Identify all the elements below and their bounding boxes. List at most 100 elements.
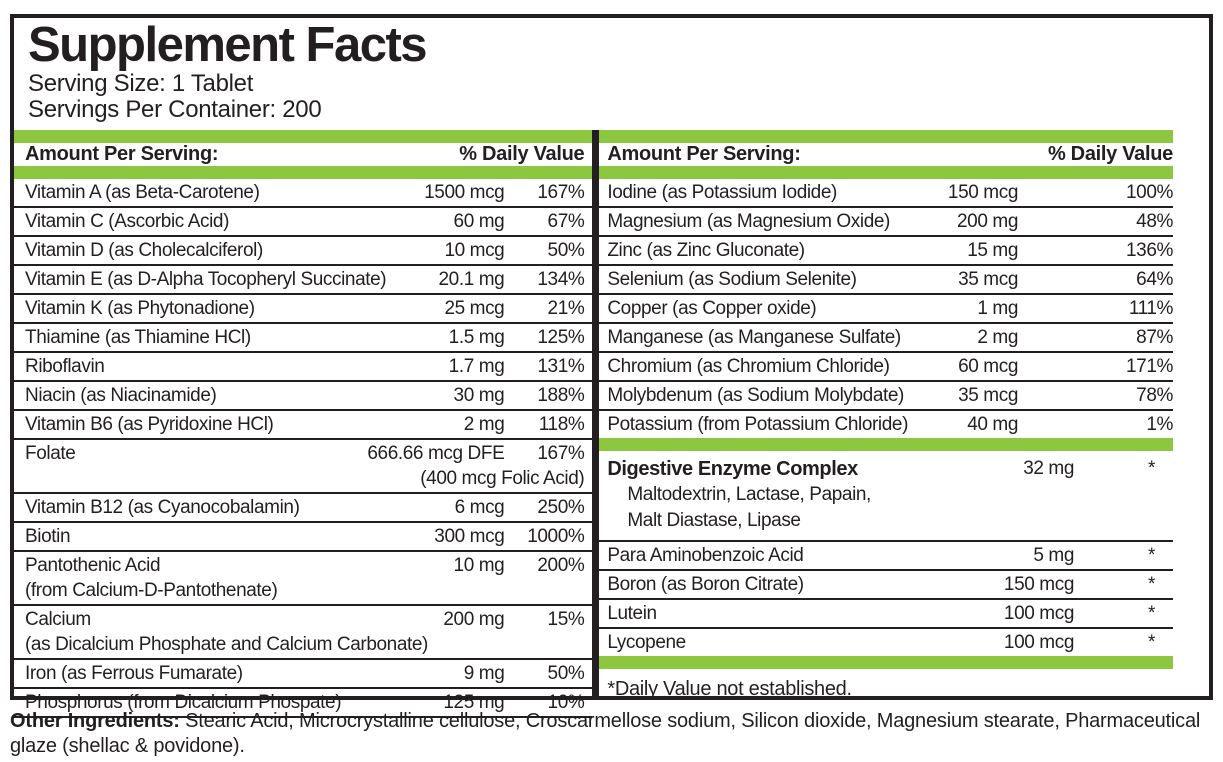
complex-amount: 32 mg bbox=[1023, 457, 1074, 479]
nutrient-daily-value: 78% bbox=[1136, 384, 1173, 406]
nutrient-name: Vitamin B12 (as Cyanocobalamin) bbox=[25, 496, 300, 518]
nutrient-name: Niacin (as Niacinamide) bbox=[25, 384, 217, 406]
nutrient-row: Riboflavin 1.7 mg 131% bbox=[14, 353, 593, 382]
nutrient-amount: 200 mg bbox=[957, 210, 1018, 232]
nutrient-row: Vitamin D (as Cholecalciferol) 10 mcg 50% bbox=[14, 237, 593, 266]
column-divider bbox=[592, 129, 600, 696]
nutrient-note: (from Calcium-D-Pantothenate) bbox=[25, 579, 278, 601]
nutrient-daily-value: 136% bbox=[1126, 239, 1173, 261]
nutrient-amount: 666.66 mcg DFE bbox=[367, 442, 505, 464]
nutrient-amount: 60 mcg bbox=[958, 355, 1018, 377]
nutrient-amount: 1500 mcg bbox=[424, 181, 505, 203]
complex-ingredients-line: Maltodextrin, Lactase, Papain, bbox=[627, 483, 871, 505]
nutrient-amount: 2 mg bbox=[977, 326, 1018, 348]
nutrient-name: Copper (as Copper oxide) bbox=[607, 297, 817, 319]
nutrient-daily-value: 64% bbox=[1136, 268, 1173, 290]
daily-value-header: % Daily Value bbox=[459, 142, 585, 165]
nutrient-daily-value: 167% bbox=[537, 181, 585, 203]
nutrient-row: Lycopene 100 mcg * bbox=[599, 629, 1173, 656]
nutrient-name: Magnesium (as Magnesium Oxide) bbox=[607, 210, 890, 232]
nutrient-name: Vitamin D (as Cholecalciferol) bbox=[25, 239, 263, 261]
nutrient-name: Phosphorus (from Dicalcium Phospate) bbox=[25, 691, 342, 713]
nutrient-name: Thiamine (as Thiamine HCl) bbox=[25, 326, 251, 348]
nutrient-amount: 20.1 mg bbox=[438, 268, 505, 290]
nutrient-daily-value: * bbox=[1148, 602, 1155, 624]
nutrient-name: Vitamin K (as Phytonadione) bbox=[25, 297, 255, 319]
nutrient-amount: 200 mg bbox=[443, 608, 505, 630]
nutrient-row: Manganese (as Manganese Sulfate) 2 mg 87% bbox=[599, 324, 1173, 353]
nutrient-row: Copper (as Copper oxide) 1 mg 111% bbox=[599, 295, 1173, 324]
serving-size: Serving Size: 1 Tablet bbox=[28, 69, 254, 97]
nutrient-name: Vitamin E (as D-Alpha Tocopheryl Succina… bbox=[25, 268, 387, 290]
nutrient-row: Vitamin B12 (as Cyanocobalamin) 6 mcg 250% bbox=[14, 494, 593, 523]
nutrient-name: Biotin bbox=[25, 525, 71, 547]
nutrient-daily-value: 250% bbox=[537, 496, 585, 518]
nutrient-daily-value: 15% bbox=[547, 608, 585, 630]
nutrient-daily-value: 67% bbox=[547, 210, 585, 232]
nutrient-name: Vitamin B6 (as Pyridoxine HCl) bbox=[25, 413, 274, 435]
nutrient-name: Selenium (as Sodium Selenite) bbox=[607, 268, 857, 290]
left-column: Amount Per Serving: % Daily Value Vitami… bbox=[14, 129, 593, 718]
nutrient-amount: 100 mcg bbox=[1003, 631, 1074, 653]
nutrient-amount: 5 mg bbox=[1033, 544, 1074, 566]
nutrient-amount: 40 mg bbox=[967, 413, 1018, 435]
nutrient-daily-value: * bbox=[1148, 544, 1155, 566]
nutrient-row: Phosphorus (from Dicalcium Phospate) 125 … bbox=[14, 689, 593, 718]
nutrient-name: Lutein bbox=[607, 602, 657, 624]
nutrient-name: Vitamin A (as Beta-Carotene) bbox=[25, 181, 260, 203]
nutrient-daily-value: * bbox=[1148, 631, 1155, 653]
nutrient-amount: 25 mcg bbox=[444, 297, 505, 319]
right-column: Amount Per Serving: % Daily Value Iodine… bbox=[599, 129, 1209, 700]
nutrient-row: Calcium 200 mg 15% (as Dicalcium Phosphate … bbox=[14, 606, 593, 660]
green-divider-bar bbox=[14, 165, 593, 179]
nutrient-amount: 9 mg bbox=[463, 662, 505, 684]
nutrient-row: Pantothenic Acid 10 mg 200% (from Calcium-D… bbox=[14, 552, 593, 606]
nutrient-row: Thiamine (as Thiamine HCl) 1.5 mg 125% bbox=[14, 324, 593, 353]
green-divider-bar bbox=[599, 129, 1173, 143]
digestive-enzyme-complex: Digestive Enzyme Complex 32 mg * Maltode… bbox=[599, 451, 1173, 542]
nutrient-note: (as Dicalcium Phosphate and Calcium Carb… bbox=[25, 633, 428, 655]
nutrient-name: Potassium (from Potassium Chloride) bbox=[607, 413, 908, 435]
other-ingredients-text: Stearic Acid, Microcrystalline cellulose… bbox=[10, 710, 1201, 757]
nutrient-name: Para Aminobenzoic Acid bbox=[607, 544, 804, 566]
green-divider-bar bbox=[599, 165, 1173, 179]
nutrient-amount: 1 mg bbox=[977, 297, 1018, 319]
nutrient-name: Chromium (as Chromium Chloride) bbox=[607, 355, 890, 377]
nutrient-amount: 125 mg bbox=[443, 691, 505, 713]
nutrient-amount: 6 mcg bbox=[454, 496, 505, 518]
right-column-header: Amount Per Serving: % Daily Value bbox=[599, 143, 1173, 166]
nutrient-row: Vitamin A (as Beta-Carotene) 1500 mcg 167% bbox=[14, 179, 593, 208]
green-divider-bar bbox=[599, 655, 1173, 669]
daily-value-footnote: *Daily Value not established. bbox=[607, 677, 852, 700]
nutrient-amount: 1.5 mg bbox=[448, 326, 505, 348]
other-ingredients-label: Other Ingredients: bbox=[10, 710, 180, 732]
nutrient-row: Molybdenum (as Sodium Molybdate) 35 mcg 78… bbox=[599, 382, 1173, 411]
nutrient-row: Iron (as Ferrous Fumarate) 9 mg 50% bbox=[14, 660, 593, 689]
nutrient-row: Niacin (as Niacinamide) 30 mg 188% bbox=[14, 382, 593, 411]
nutrient-daily-value: 171% bbox=[1126, 355, 1173, 377]
nutrient-daily-value: 50% bbox=[547, 239, 585, 261]
nutrient-name: Iodine (as Potassium Iodide) bbox=[607, 181, 837, 203]
nutrient-daily-value: 87% bbox=[1136, 326, 1173, 348]
green-divider-bar bbox=[14, 129, 593, 143]
nutrient-amount: 10 mg bbox=[453, 554, 505, 576]
nutrient-name: Pantothenic Acid bbox=[25, 554, 161, 576]
right-nutrient-rows: Iodine (as Potassium Iodide) 150 mcg 100% M… bbox=[599, 179, 1173, 438]
nutrient-name: Zinc (as Zinc Gluconate) bbox=[607, 239, 805, 261]
amount-per-serving-header: Amount Per Serving: bbox=[607, 142, 801, 165]
nutrient-row: Zinc (as Zinc Gluconate) 15 mg 136% bbox=[599, 237, 1173, 266]
servings-per-container: Servings Per Container: 200 bbox=[28, 95, 322, 123]
nutrient-amount: 100 mcg bbox=[1003, 602, 1074, 624]
nutrient-name: Molybdenum (as Sodium Molybdate) bbox=[607, 384, 904, 406]
page-title: Supplement Facts bbox=[28, 18, 428, 72]
nutrient-name: Boron (as Boron Citrate) bbox=[607, 573, 804, 595]
complex-name: Digestive Enzyme Complex bbox=[607, 457, 858, 480]
nutrient-daily-value: 167% bbox=[537, 442, 585, 464]
nutrient-amount: 60 mg bbox=[453, 210, 505, 232]
facts-columns: Amount Per Serving: % Daily Value Vitami… bbox=[14, 129, 1209, 718]
nutrient-daily-value: 100% bbox=[1126, 181, 1173, 203]
nutrient-amount: 35 mcg bbox=[958, 268, 1018, 290]
nutrient-amount: 15 mg bbox=[967, 239, 1018, 261]
nutrient-name: Vitamin C (Ascorbic Acid) bbox=[25, 210, 229, 232]
nutrient-row: Vitamin B6 (as Pyridoxine HCl) 2 mg 118% bbox=[14, 411, 593, 440]
